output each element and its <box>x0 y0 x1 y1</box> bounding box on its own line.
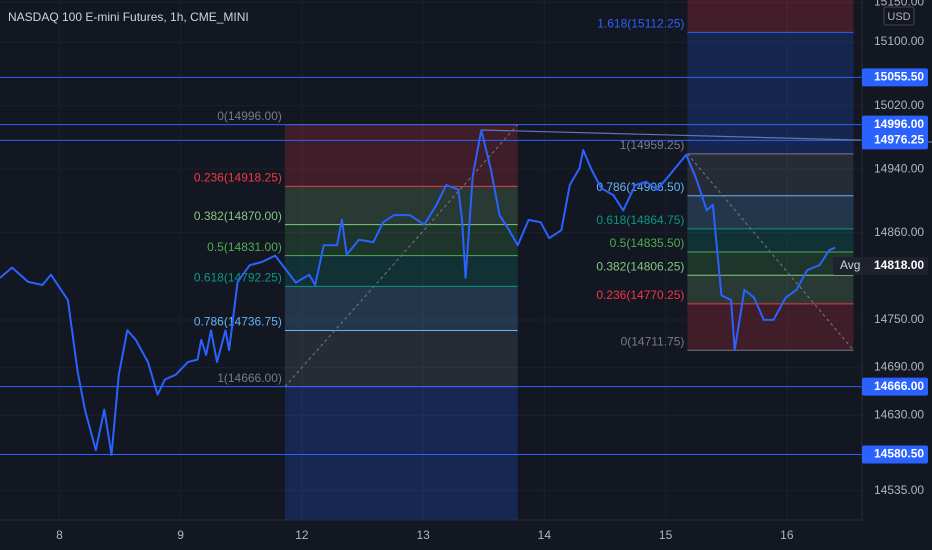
fib-band <box>284 224 518 256</box>
price-line-box <box>862 131 928 150</box>
fib-label: 0.786(14736.75) <box>194 315 282 329</box>
fib-label: 0.236(14770.25) <box>596 288 684 302</box>
price-line-box <box>862 377 928 396</box>
fib-label: 0(14996.00) <box>217 109 282 123</box>
y-tick-label: 15150.00 <box>874 0 924 9</box>
price-line-series <box>0 129 836 456</box>
grid <box>0 0 862 520</box>
x-tick-label: 13 <box>416 528 430 542</box>
price-line-label: 15055.50 <box>874 70 924 84</box>
fib-label: 1.618(15112.25) <box>597 17 684 31</box>
y-tick-label: 14940.00 <box>874 161 924 175</box>
y-tick-label: 15020.00 <box>874 98 924 112</box>
fib-label: 0.618(14864.75) <box>596 213 684 227</box>
price-line-label: 14976.25 <box>874 132 924 146</box>
fib-label: 0.382(14806.25) <box>596 259 684 273</box>
currency: USD <box>887 11 910 23</box>
y-tick-label: 14750.00 <box>874 312 924 326</box>
fib-band <box>687 195 854 229</box>
fib-band <box>284 124 518 187</box>
fib-extension <box>284 386 518 520</box>
x-tick-label: 16 <box>780 528 794 542</box>
price-line-label: 14996.00 <box>874 117 924 131</box>
fib-band <box>687 252 854 276</box>
currency-box <box>883 6 915 26</box>
series <box>0 129 836 456</box>
fib-label: 1(14666.00) <box>217 371 282 385</box>
fib-band <box>284 286 518 331</box>
x-tick-label: 14 <box>538 528 552 542</box>
price-line-box <box>862 115 928 134</box>
fib-band <box>687 32 854 154</box>
price-line-box <box>862 68 928 87</box>
fib-band <box>687 228 854 253</box>
fib-label: 0.786(14906.50) <box>596 180 684 194</box>
fib-band <box>284 330 518 387</box>
price-lines <box>0 76 862 456</box>
fib-label: 0.5(14835.50) <box>610 236 685 250</box>
fib-band <box>284 255 518 287</box>
fib-band <box>687 153 854 196</box>
avg-box <box>833 256 928 275</box>
fib-label: 0.382(14870.00) <box>194 209 282 223</box>
fib-tools: 0(14996.00) 0.236(14918.25) 0.382(14870.00… <box>194 0 854 520</box>
fib-label: 1(14959.25) <box>620 138 685 152</box>
price-line-box <box>862 445 928 464</box>
x-tick-label: 15 <box>659 528 673 542</box>
fib-label: 0.236(14918.25) <box>194 171 282 185</box>
fib-label: 0.618(14792.25) <box>194 271 282 285</box>
fib-trend <box>284 124 519 387</box>
fib-band <box>687 303 854 351</box>
price-line-label: 14666.00 <box>874 379 924 393</box>
y-tick-label: 14690.00 <box>874 360 924 374</box>
avg-name: Avg <box>840 258 860 272</box>
y-tick-label: 14860.00 <box>874 225 924 239</box>
chart-title: NASDAQ 100 E-mini Futures, 1h, CME_MINI <box>8 10 249 24</box>
fib-label: 0(14711.75) <box>621 334 685 348</box>
y-tick-label: 14535.00 <box>874 483 924 497</box>
y-tick-label: 15100.00 <box>874 34 924 48</box>
fib-extension <box>687 0 854 33</box>
fib-band <box>284 186 518 225</box>
price-line-label: 14580.50 <box>874 447 924 461</box>
fib-label: 0.5(14831.00) <box>207 240 282 254</box>
fib-retracement: 0(14711.75) 0.236(14770.25) 0.382(14806.25… <box>596 0 854 351</box>
axes: 14535.00 14630.00 14690.00 14750.00 14860.00… <box>56 0 928 542</box>
fib-trend <box>687 153 854 351</box>
x-tick-label: 8 <box>56 528 63 542</box>
trend-line <box>481 129 932 143</box>
x-tick-label: 9 <box>177 528 184 542</box>
y-tick-label: 14630.00 <box>874 407 924 421</box>
x-tick-label: 12 <box>295 528 309 542</box>
fib-band <box>687 275 854 304</box>
avg-label: 14818.00 <box>874 258 924 272</box>
fib-retracement: 0(14996.00) 0.236(14918.25) 0.382(14870.00… <box>194 109 519 520</box>
